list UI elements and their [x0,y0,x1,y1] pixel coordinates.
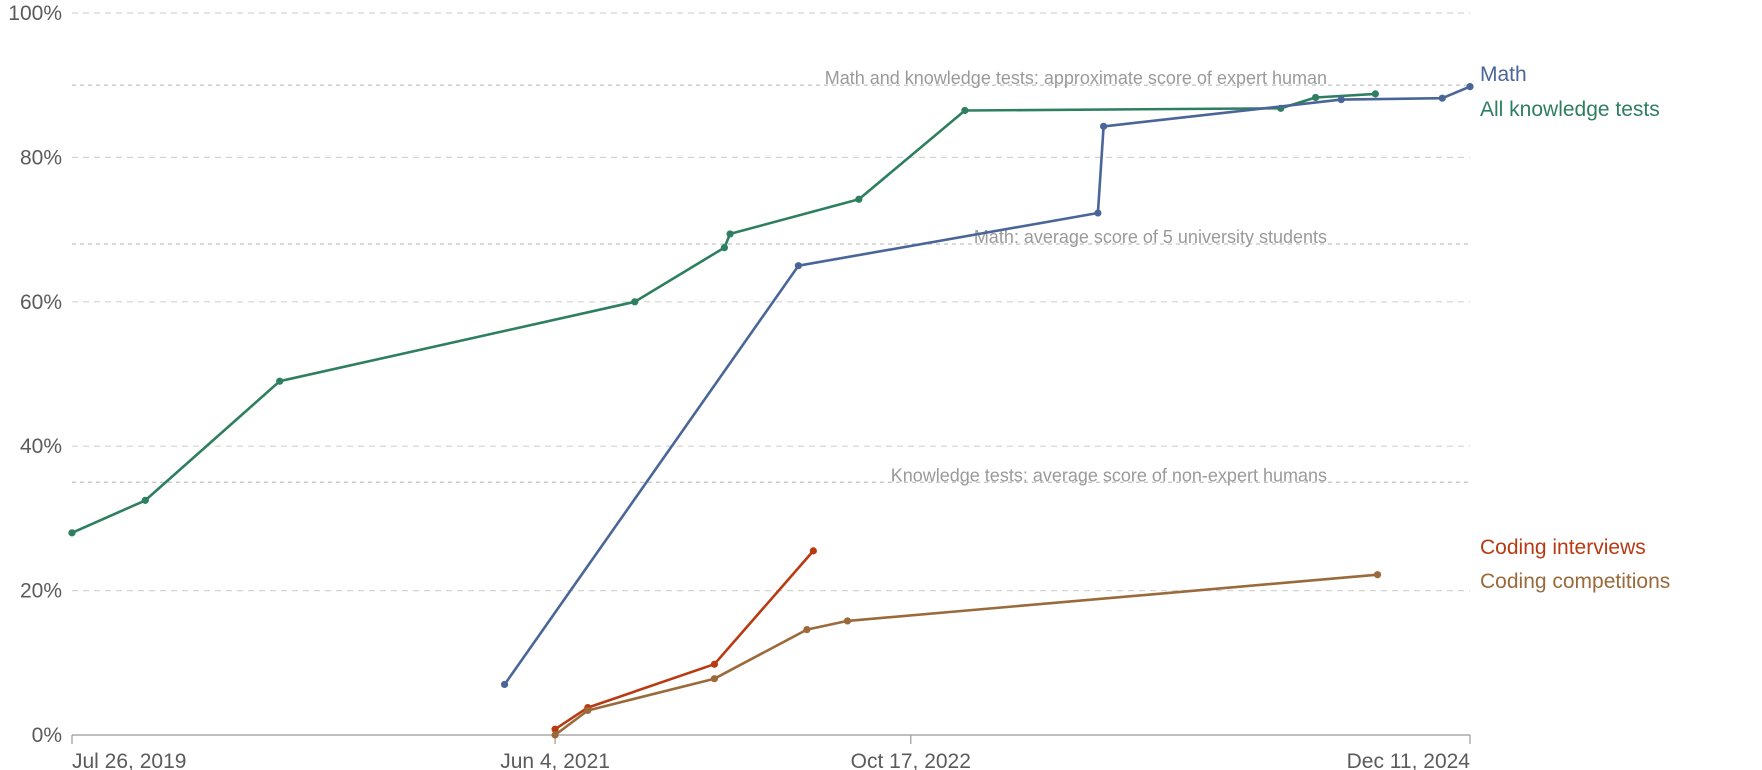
data-point [1312,93,1320,102]
data-point [961,106,969,115]
y-tick-label: 40% [20,435,62,458]
y-tick-label: 100% [8,2,62,25]
data-point [710,675,719,683]
x-tick-label: Jul 26, 2019 [72,750,186,770]
series-1 [500,83,1474,689]
data-point [1100,122,1108,130]
data-point [551,725,559,733]
data-point [1438,94,1446,102]
series-2 [551,547,817,733]
data-point [1337,96,1345,104]
data-point [720,244,729,252]
data-point [1094,209,1102,217]
data-point [809,547,817,555]
series-3 [551,571,1382,739]
reference-line-label: Math and knowledge tests: approximate sc… [825,68,1327,88]
series-line [553,549,815,731]
series-label: Coding competitions [1480,570,1670,593]
data-point [631,298,639,306]
data-point [276,377,284,385]
reference-line-label: Knowledge tests: average score of non-ex… [891,465,1327,485]
data-point [855,195,863,203]
y-tick-label: 20% [20,580,62,603]
data-point [710,660,719,668]
data-point [843,617,852,625]
data-point [500,680,509,689]
data-point [726,230,734,238]
data-point [1466,83,1474,91]
y-tick-label: 60% [20,291,62,314]
series-line [553,573,1379,737]
data-point [551,731,559,739]
gridlines [72,12,1470,592]
axes: 0% 20% 40% 60% 80% 100% Jul 26, 2019 Jun 4, 202… [8,2,1471,770]
series-label: Math [1480,63,1527,86]
data-point [1373,571,1382,579]
data-point [1371,90,1379,98]
x-tick-label: Oct 17, 2022 [851,750,971,770]
series-label: All knowledge tests [1480,98,1660,121]
data-point [68,529,76,537]
reference-lines: Math and knowledge tests: approximate sc… [72,68,1470,485]
data-point [141,496,149,504]
series-lines [68,83,1474,739]
series-label: Coding interviews [1480,536,1646,559]
reference-line-label: Math: average score of 5 university stud… [974,227,1327,247]
y-tick-label: 80% [20,146,62,169]
data-point [803,625,811,634]
data-point [584,706,592,715]
data-point [794,262,802,270]
x-tick-label: Dec 11, 2024 [1347,750,1471,770]
series-line [503,85,1472,686]
y-tick-label: 0% [32,724,62,747]
series-labels: All knowledge tests Math Coding interviews… [1480,63,1670,593]
x-tick-label: Jun 4, 2021 [500,750,610,770]
